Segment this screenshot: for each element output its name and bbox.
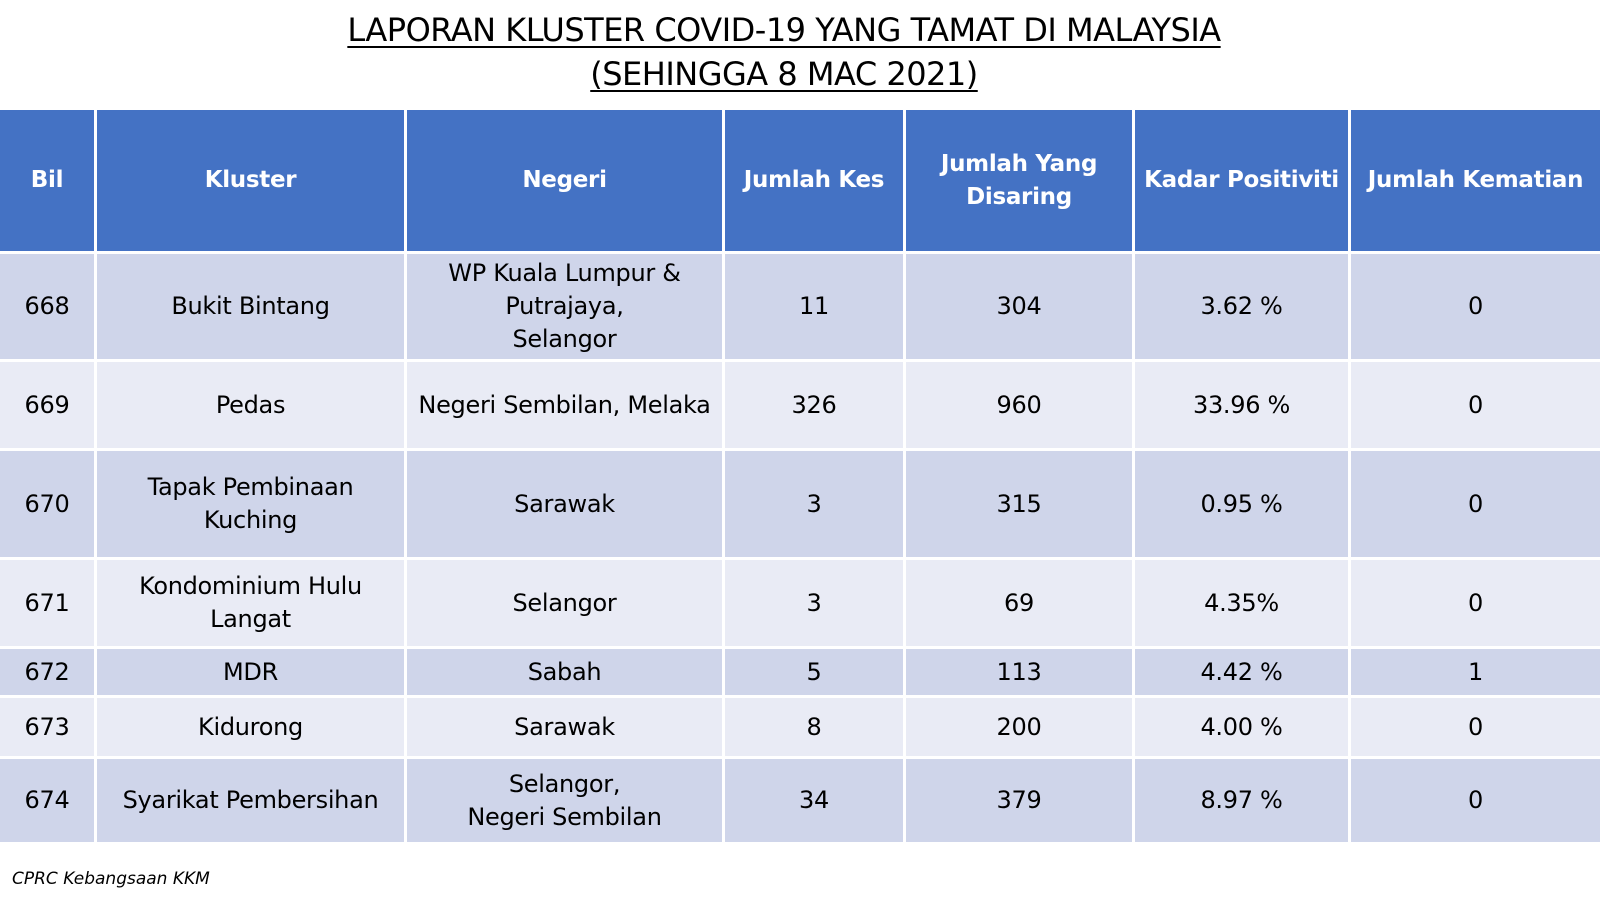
- cell-negeri: Selangor, Negeri Sembilan: [407, 759, 725, 845]
- header-bil: Bil: [0, 110, 97, 254]
- cell-negeri: Selangor: [407, 560, 725, 649]
- title-line-2: (SEHINGGA 8 MAC 2021): [590, 55, 978, 93]
- cell-negeri-line: Selangor: [512, 325, 617, 353]
- cell-jumlah-kematian: 0: [1351, 560, 1600, 649]
- cell-kadar-positiviti: 8.97 %: [1135, 759, 1351, 845]
- cell-kluster: Kidurong: [97, 698, 407, 759]
- cell-negeri: WP Kuala Lumpur & Putrajaya, Selangor: [407, 254, 725, 362]
- header-negeri: Negeri: [407, 110, 725, 254]
- table-row: 674 Syarikat Pembersihan Selangor, Neger…: [0, 759, 1600, 845]
- table-row: 670 Tapak Pembinaan Kuching Sarawak 3 31…: [0, 451, 1600, 560]
- cell-jumlah-kematian: 0: [1351, 451, 1600, 560]
- cell-negeri-line: Selangor,: [508, 769, 621, 798]
- cell-kadar-positiviti: 33.96 %: [1135, 362, 1351, 451]
- table-row: 672 MDR Sabah 5 113 4.42 % 1: [0, 649, 1600, 698]
- cell-jumlah-kes: 3: [725, 560, 906, 649]
- header-jumlah-disaring-line-2: Disaring: [966, 183, 1072, 210]
- cell-negeri-line: WP Kuala Lumpur &: [448, 259, 681, 287]
- cell-kluster: Bukit Bintang: [97, 254, 407, 362]
- cell-negeri: Sarawak: [407, 698, 725, 759]
- cell-negeri: Sabah: [407, 649, 725, 698]
- table-row: 669 Pedas Negeri Sembilan, Melaka 326 96…: [0, 362, 1600, 451]
- cell-jumlah-disaring: 960: [906, 362, 1135, 451]
- table-row: 673 Kidurong Sarawak 8 200 4.00 % 0: [0, 698, 1600, 759]
- cell-jumlah-disaring: 69: [906, 560, 1135, 649]
- cell-kluster: Pedas: [97, 362, 407, 451]
- cell-kadar-positiviti: 4.35%: [1135, 560, 1351, 649]
- report-title: LAPORAN KLUSTER COVID-19 YANG TAMAT DI M…: [0, 8, 1568, 96]
- cell-jumlah-kes: 5: [725, 649, 906, 698]
- cell-jumlah-disaring: 113: [906, 649, 1135, 698]
- cell-bil: 674: [0, 759, 97, 845]
- cell-kadar-positiviti: 4.00 %: [1135, 698, 1351, 759]
- header-jumlah-disaring: Jumlah Yang Disaring: [906, 110, 1135, 254]
- title-line-1: LAPORAN KLUSTER COVID-19 YANG TAMAT DI M…: [347, 11, 1221, 49]
- cell-kluster: MDR: [97, 649, 407, 698]
- cell-negeri: Sarawak: [407, 451, 725, 560]
- cell-jumlah-disaring: 379: [906, 759, 1135, 845]
- cell-jumlah-kematian: 0: [1351, 759, 1600, 845]
- cell-negeri-line: Putrajaya,: [505, 292, 624, 320]
- cell-kluster: Tapak Pembinaan Kuching: [97, 451, 407, 560]
- cell-jumlah-kes: 11: [725, 254, 906, 362]
- header-kadar-positiviti: Kadar Positiviti: [1135, 110, 1351, 254]
- cell-bil: 670: [0, 451, 97, 560]
- source-footer: CPRC Kebangsaan KKM: [12, 869, 210, 889]
- cell-bil: 668: [0, 254, 97, 362]
- cell-jumlah-kematian: 0: [1351, 698, 1600, 759]
- cell-jumlah-disaring: 304: [906, 254, 1135, 362]
- cell-jumlah-kes: 3: [725, 451, 906, 560]
- table-row: 668 Bukit Bintang WP Kuala Lumpur & Putr…: [0, 254, 1600, 362]
- cell-negeri: Negeri Sembilan, Melaka: [407, 362, 725, 451]
- cell-kadar-positiviti: 3.62 %: [1135, 254, 1351, 362]
- cell-jumlah-kes: 326: [725, 362, 906, 451]
- cell-kluster: Syarikat Pembersihan: [97, 759, 407, 845]
- header-kluster: Kluster: [97, 110, 407, 254]
- cell-kluster: Kondominium Hulu Langat: [97, 560, 407, 649]
- cell-jumlah-disaring: 200: [906, 698, 1135, 759]
- cell-kadar-positiviti: 4.42 %: [1135, 649, 1351, 698]
- header-jumlah-kematian: Jumlah Kematian: [1351, 110, 1600, 254]
- cell-bil: 673: [0, 698, 97, 759]
- table-row: 671 Kondominium Hulu Langat Selangor 3 6…: [0, 560, 1600, 649]
- cell-negeri-line: Negeri Sembilan: [467, 802, 662, 831]
- table-header-row: Bil Kluster Negeri Jumlah Kes Jumlah Yan…: [0, 110, 1600, 254]
- header-jumlah-kes: Jumlah Kes: [725, 110, 906, 254]
- cell-jumlah-kematian: 0: [1351, 254, 1600, 362]
- cell-bil: 671: [0, 560, 97, 649]
- cell-jumlah-kes: 34: [725, 759, 906, 845]
- cell-kadar-positiviti: 0.95 %: [1135, 451, 1351, 560]
- cell-bil: 669: [0, 362, 97, 451]
- cell-bil: 672: [0, 649, 97, 698]
- cell-jumlah-disaring: 315: [906, 451, 1135, 560]
- cell-jumlah-kematian: 1: [1351, 649, 1600, 698]
- cell-jumlah-kes: 8: [725, 698, 906, 759]
- header-jumlah-disaring-line-1: Jumlah Yang: [940, 150, 1098, 177]
- cluster-table: Bil Kluster Negeri Jumlah Kes Jumlah Yan…: [0, 110, 1600, 845]
- cell-jumlah-kematian: 0: [1351, 362, 1600, 451]
